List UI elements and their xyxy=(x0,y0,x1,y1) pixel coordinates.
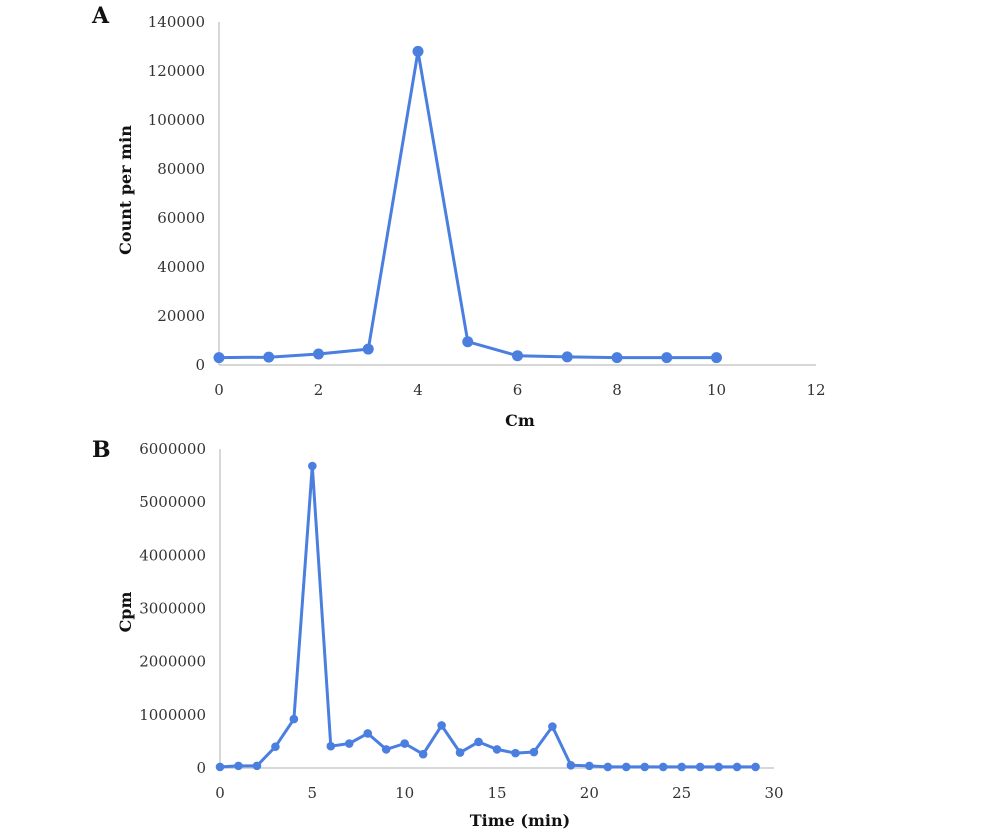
data-point-b xyxy=(566,761,576,770)
y-tick-label-a: 60000 xyxy=(157,209,205,227)
data-point-b xyxy=(400,739,409,748)
data-point-a xyxy=(611,352,623,364)
data-point-b xyxy=(344,739,354,748)
y-tick-label-b: 4000000 xyxy=(139,546,206,564)
x-axis-title-b: Time (min) xyxy=(470,811,570,830)
y-tick-label-a: 120000 xyxy=(148,62,205,80)
data-point-b xyxy=(437,721,446,730)
data-point-b xyxy=(677,762,686,772)
series-line-b xyxy=(219,464,756,769)
x-axis-title-a: Cm xyxy=(505,411,535,430)
data-point-b xyxy=(603,762,613,772)
data-point-b xyxy=(585,761,594,771)
y-tick-label-b: 3000000 xyxy=(139,600,206,618)
data-point-b xyxy=(326,741,336,751)
y-tick-label-b: 5000000 xyxy=(139,493,206,511)
y-tick-label-a: 80000 xyxy=(157,160,205,178)
data-point-b xyxy=(215,762,225,772)
series-line-a xyxy=(218,49,717,360)
y-axis-title-a: Count per min xyxy=(116,125,135,255)
x-tick-label-b: 20 xyxy=(580,784,599,802)
y-tick-label-a: 0 xyxy=(195,356,205,374)
chart-a: A Cm Count per min 0 20000 40000 60000 80000… xyxy=(91,3,826,430)
data-point-a xyxy=(313,348,324,360)
panel-label-a: A xyxy=(91,3,110,29)
data-point-b xyxy=(455,748,465,757)
y-tick-label-a: 20000 xyxy=(157,307,205,325)
data-point-b xyxy=(271,742,280,752)
y-tick-label-b: 1000000 xyxy=(139,706,206,724)
y-tick-label-a: 100000 xyxy=(148,111,205,129)
x-tick-label-a: 12 xyxy=(806,381,825,399)
x-tick-label-b: 10 xyxy=(395,784,414,802)
chart-b: B Time (min) Cpm 0 1000000 2000000 3000000 4… xyxy=(92,437,784,830)
data-point-b xyxy=(418,749,428,759)
data-point-b xyxy=(751,762,760,772)
data-point-b xyxy=(732,762,742,772)
y-axis-title-b: Cpm xyxy=(116,592,135,633)
data-point-a xyxy=(263,351,275,363)
x-tick-label-a: 10 xyxy=(707,381,726,399)
x-tick-label-b: 15 xyxy=(487,784,506,802)
data-point-b xyxy=(381,745,391,754)
data-point-b xyxy=(252,761,262,771)
y-tick-label-b: 6000000 xyxy=(139,440,206,458)
y-tick-label-a: 140000 xyxy=(148,13,205,31)
data-point-a xyxy=(462,336,474,348)
x-tick-label-a: 6 xyxy=(513,381,523,399)
data-point-b xyxy=(548,722,557,731)
data-point-b xyxy=(492,745,502,754)
data-point-b xyxy=(529,747,539,757)
data-point-a xyxy=(213,352,225,364)
x-tick-label-a: 0 xyxy=(214,381,224,399)
panel-label-b: B xyxy=(92,437,111,463)
data-point-b xyxy=(714,762,723,772)
x-tick-label-a: 2 xyxy=(314,381,324,399)
data-point-a xyxy=(661,352,673,364)
data-point-b xyxy=(234,761,243,771)
data-point-b xyxy=(474,737,483,747)
y-tick-label-b: 2000000 xyxy=(139,653,206,671)
x-tick-label-b: 5 xyxy=(308,784,318,802)
data-point-b xyxy=(658,762,668,772)
data-point-b xyxy=(308,461,317,471)
data-point-a xyxy=(362,343,374,355)
x-tick-label-a: 8 xyxy=(612,381,622,399)
data-point-a xyxy=(412,45,424,57)
data-point-b xyxy=(511,748,520,758)
data-point-b xyxy=(640,762,650,772)
x-tick-label-b: 25 xyxy=(672,784,691,802)
data-point-a xyxy=(561,351,573,363)
data-point-a xyxy=(711,352,722,364)
data-point-b xyxy=(363,729,373,738)
x-tick-label-b: 30 xyxy=(764,784,783,802)
x-tick-label-b: 0 xyxy=(215,784,225,802)
data-point-b xyxy=(289,714,299,724)
x-tick-label-a: 4 xyxy=(413,381,423,399)
data-point-a xyxy=(512,350,523,362)
data-point-b xyxy=(695,762,705,772)
data-point-b xyxy=(621,762,631,772)
y-tick-label-b: 0 xyxy=(196,759,206,777)
y-tick-label-a: 40000 xyxy=(157,258,205,276)
